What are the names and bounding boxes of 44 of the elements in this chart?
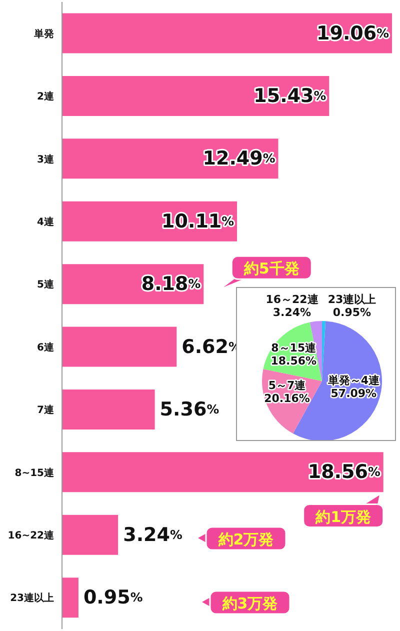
callout-label: 約5千発 (224, 255, 312, 288)
y-tick-label: 単発 (33, 28, 55, 40)
callout-label: 約1万発 (302, 495, 384, 528)
bar (62, 13, 392, 54)
data-label: 20.16% (264, 392, 310, 405)
data-label: 18.56% (308, 461, 380, 484)
y-tick-label: 16~22連 (8, 530, 55, 542)
data-label: 8.18% (141, 273, 201, 296)
bar (62, 389, 155, 430)
y-tick-label: 4連 (37, 216, 55, 228)
annotation: 約3万発 (221, 594, 278, 612)
data-label: 5.36% (160, 398, 220, 420)
data-label: 3.24% (123, 524, 182, 546)
y-tick-label: 23連以上 (10, 592, 54, 604)
data-label: 15.43% (254, 84, 326, 107)
data-label: 19.06% (316, 22, 389, 44)
slice-label: 23連以上 (328, 293, 376, 306)
y-tick-label: 6連 (37, 341, 55, 354)
slice-label: 16～22連 (266, 293, 320, 306)
y-tick-label: 5連 (37, 278, 55, 291)
slice-label: 8～15連 (271, 342, 318, 355)
bar (62, 76, 330, 116)
data-label: 3.24% (272, 306, 312, 319)
data-label: 0.95% (83, 586, 143, 609)
data-label: 18.56% (270, 354, 317, 368)
annotation: 約5千発 (242, 260, 300, 278)
data-label: 0.95% (332, 306, 372, 319)
data-label: 10.11% (162, 210, 234, 232)
bar (62, 578, 78, 618)
y-tick-label: 2連 (37, 90, 55, 103)
slice-label: 単発～4連 (326, 374, 381, 388)
annotation: 約2万発 (217, 530, 274, 548)
y-tick-label: 3連 (37, 153, 55, 166)
data-label: 12.49% (202, 148, 276, 170)
callout-label: 約2万発 (198, 526, 287, 551)
bar (62, 514, 118, 555)
data-label: 57.09% (330, 387, 377, 400)
slice-label: 5～7連 (268, 378, 307, 392)
y-tick-label: 7連 (37, 404, 55, 416)
y-tick-label: 8~15連 (14, 466, 55, 479)
bar (62, 326, 177, 367)
callout-label: 約3万発 (202, 590, 291, 615)
bar (62, 452, 384, 492)
annotation: 約1万発 (314, 508, 372, 526)
